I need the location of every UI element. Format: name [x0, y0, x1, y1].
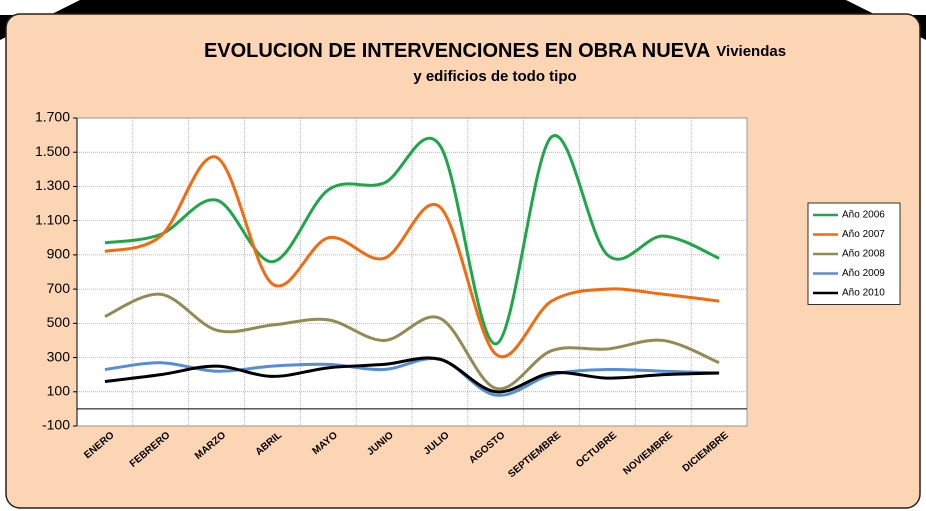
chart-title-line: EVOLUCION DE INTERVENCIONES EN OBRA NUEV… [204, 40, 786, 62]
y-tick-label: 300 [47, 348, 71, 364]
y-tick-label: -100 [42, 417, 70, 433]
y-tick-label: 1.100 [35, 211, 70, 227]
chart-title: EVOLUCION DE INTERVENCIONES EN OBRA NUEV… [204, 40, 710, 62]
legend-label: Año 2008 [842, 249, 885, 260]
chart-subtitle: Viviendas [716, 43, 786, 60]
chart-subtitle: y edificios de todo tipo [413, 68, 576, 85]
series-line [104, 356, 720, 397]
y-tick-label: 100 [47, 382, 71, 398]
legend-label: Año 2010 [842, 288, 885, 299]
y-tick-label: 1.300 [35, 177, 70, 193]
series-line [104, 155, 720, 359]
y-tick-label: 700 [47, 280, 71, 296]
y-tick-label: 900 [47, 246, 71, 262]
legend-label: Año 2006 [842, 210, 885, 221]
y-tick-label: 1.500 [35, 143, 70, 159]
series-line [104, 134, 720, 346]
y-tick-label: 500 [47, 314, 71, 330]
legend-label: Año 2007 [842, 229, 885, 240]
series-line [104, 292, 720, 391]
y-tick-label: 1.700 [35, 109, 70, 125]
legend-label: Año 2009 [842, 268, 885, 279]
top-band [0, 0, 926, 40]
series-line [104, 356, 720, 394]
